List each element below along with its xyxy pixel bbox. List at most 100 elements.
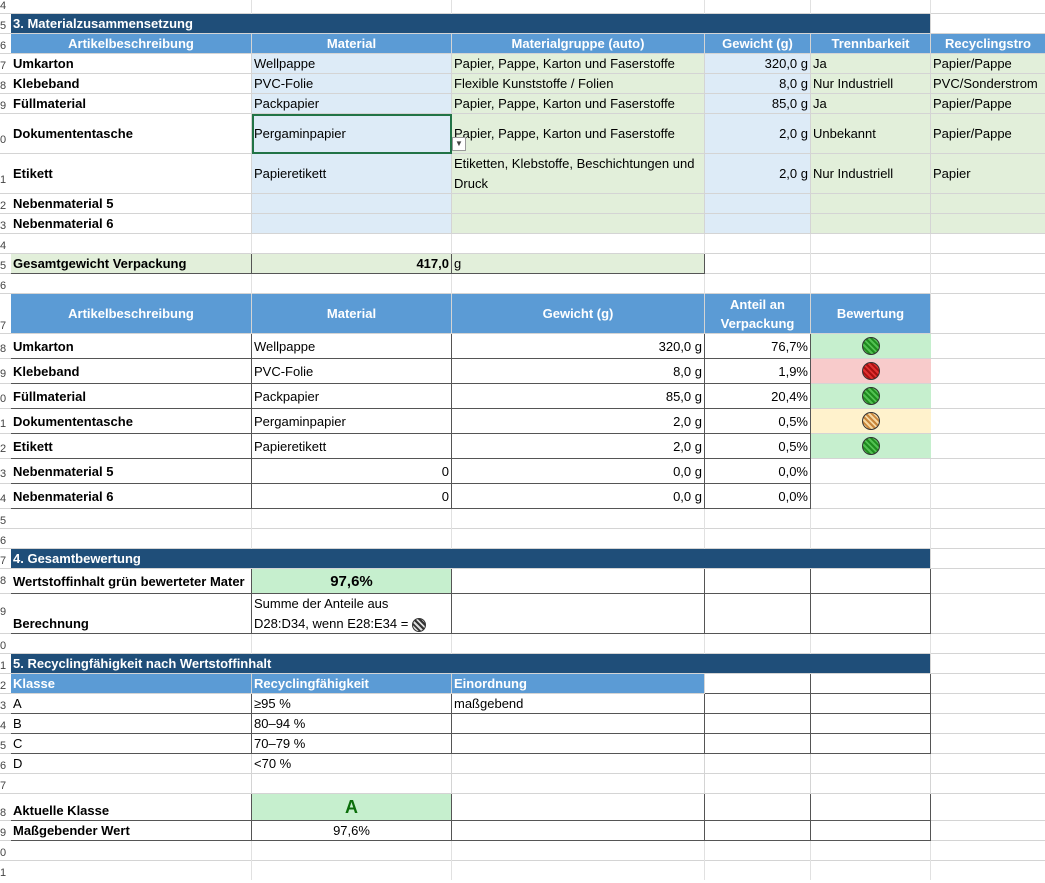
empty-cell[interactable] xyxy=(705,734,811,754)
empty-cell[interactable] xyxy=(811,569,931,594)
row-number[interactable]: 6 xyxy=(0,760,7,772)
material-group-cell[interactable] xyxy=(452,214,705,234)
eval-row-share[interactable]: 0,0% xyxy=(705,459,811,484)
eval-row-material[interactable]: PVC-Folie xyxy=(252,359,452,384)
row-number[interactable]: 9 xyxy=(0,368,7,380)
recycling-stream-cell[interactable]: PVC/Sonderstrom xyxy=(931,74,1045,94)
row-number[interactable]: 7 xyxy=(0,555,7,567)
row-number[interactable]: 4 xyxy=(0,493,7,505)
weight-cell[interactable]: 85,0 g xyxy=(705,94,811,114)
eval-row-weight[interactable]: 2,0 g xyxy=(452,434,705,459)
empty-cell[interactable] xyxy=(452,754,705,774)
class-classification[interactable] xyxy=(452,714,705,734)
empty-cell[interactable] xyxy=(811,714,931,734)
eval-row-material[interactable]: 0 xyxy=(252,459,452,484)
empty-cell[interactable] xyxy=(705,674,811,694)
current-class-value[interactable]: A xyxy=(252,794,452,821)
eval-row-material[interactable]: Packpapier xyxy=(252,384,452,409)
empty-cell[interactable] xyxy=(705,694,811,714)
empty-cell[interactable] xyxy=(811,594,931,634)
row-number[interactable]: 5 xyxy=(0,740,7,752)
eval-row-share[interactable]: 76,7% xyxy=(705,334,811,359)
recycling-stream-cell[interactable]: Papier/Pappe xyxy=(931,94,1045,114)
separability-cell[interactable] xyxy=(811,214,931,234)
eval-row-material[interactable]: Papieretikett xyxy=(252,434,452,459)
class-classification[interactable]: maßgebend xyxy=(452,694,705,714)
row-number[interactable]: 5 xyxy=(0,515,7,527)
material-group-cell[interactable] xyxy=(452,194,705,214)
eval-row-weight[interactable]: 0,0 g xyxy=(452,484,705,509)
dropdown-arrow-icon[interactable]: ▼ xyxy=(452,137,466,151)
row-number[interactable]: 8 xyxy=(0,80,7,92)
material-cell[interactable]: Packpapier xyxy=(252,94,452,114)
row-number[interactable]: 9 xyxy=(0,827,7,839)
green-content-value[interactable]: 97,6% xyxy=(252,569,452,594)
calculation-text[interactable]: Summe der Anteile aus D28:D34, wenn E28:… xyxy=(252,594,452,634)
empty-cell[interactable] xyxy=(705,569,811,594)
row-number[interactable]: 6 xyxy=(0,280,7,292)
separability-cell[interactable]: Nur Industriell xyxy=(811,154,931,194)
rating-cell[interactable] xyxy=(811,409,931,434)
row-number[interactable]: 0 xyxy=(0,134,7,146)
recycling-stream-cell[interactable]: Papier/Pappe xyxy=(931,54,1045,74)
material-cell[interactable]: Pergaminpapier xyxy=(252,114,452,154)
row-number[interactable]: 2 xyxy=(0,680,7,692)
empty-cell[interactable] xyxy=(811,821,931,841)
separability-cell[interactable]: Ja xyxy=(811,54,931,74)
row-number[interactable]: 2 xyxy=(0,200,7,212)
empty-cell[interactable] xyxy=(252,754,452,774)
recycling-stream-cell[interactable]: Papier/Pappe xyxy=(931,114,1045,154)
eval-row-weight[interactable]: 85,0 g xyxy=(452,384,705,409)
class-range[interactable]: 70–79 % xyxy=(252,734,452,754)
eval-row-weight[interactable]: 0,0 g xyxy=(452,459,705,484)
separability-cell[interactable]: Ja xyxy=(811,94,931,114)
empty-cell[interactable] xyxy=(452,794,705,821)
class-classification[interactable] xyxy=(452,734,705,754)
recycling-stream-cell[interactable] xyxy=(931,214,1045,234)
weight-cell[interactable] xyxy=(705,214,811,234)
row-number[interactable]: 7 xyxy=(0,780,7,792)
weight-cell[interactable]: 2,0 g xyxy=(705,114,811,154)
row-number[interactable]: 1 xyxy=(0,660,7,672)
empty-cell[interactable] xyxy=(811,754,931,774)
empty-cell[interactable] xyxy=(11,774,252,794)
row-number[interactable]: 0 xyxy=(0,640,7,652)
class-range[interactable]: ≥95 % xyxy=(252,694,452,714)
eval-row-material[interactable]: Wellpappe xyxy=(252,334,452,359)
class-range[interactable]: 80–94 % xyxy=(252,714,452,734)
empty-cell[interactable] xyxy=(705,714,811,734)
material-cell[interactable] xyxy=(252,194,452,214)
material-cell[interactable] xyxy=(252,214,452,234)
recycling-stream-cell[interactable]: Papier xyxy=(931,154,1045,194)
eval-row-material[interactable]: 0 xyxy=(252,484,452,509)
row-number[interactable]: 6 xyxy=(0,40,7,52)
rating-cell[interactable] xyxy=(811,384,931,409)
empty-cell[interactable] xyxy=(811,734,931,754)
eval-row-share[interactable]: 0,5% xyxy=(705,434,811,459)
recycling-stream-cell[interactable] xyxy=(931,194,1045,214)
empty-cell[interactable] xyxy=(11,754,252,774)
row-number[interactable]: 1 xyxy=(0,174,7,186)
row-number[interactable]: 5 xyxy=(0,260,7,272)
empty-cell[interactable] xyxy=(705,774,811,794)
row-number[interactable]: 0 xyxy=(0,847,7,859)
material-cell[interactable]: Wellpappe xyxy=(252,54,452,74)
eval-row-weight[interactable]: 8,0 g xyxy=(452,359,705,384)
row-number[interactable]: 8 xyxy=(0,343,7,355)
row-number[interactable]: 8 xyxy=(0,575,7,587)
row-number[interactable]: 7 xyxy=(0,60,7,72)
decisive-value[interactable]: 97,6% xyxy=(252,821,452,841)
eval-row-share[interactable]: 0,5% xyxy=(705,409,811,434)
empty-cell[interactable] xyxy=(452,594,705,634)
empty-cell[interactable] xyxy=(705,594,811,634)
row-number[interactable]: 4 xyxy=(0,0,7,12)
eval-row-share[interactable]: 1,9% xyxy=(705,359,811,384)
empty-cell[interactable] xyxy=(452,569,705,594)
weight-cell[interactable]: 2,0 g xyxy=(705,154,811,194)
material-cell[interactable]: PVC-Folie xyxy=(252,74,452,94)
rating-cell[interactable] xyxy=(811,359,931,384)
material-group-cell[interactable]: Papier, Pappe, Karton und Faserstoffe xyxy=(452,94,705,114)
rating-cell[interactable] xyxy=(811,434,931,459)
empty-cell[interactable] xyxy=(811,694,931,714)
empty-cell[interactable] xyxy=(252,774,452,794)
